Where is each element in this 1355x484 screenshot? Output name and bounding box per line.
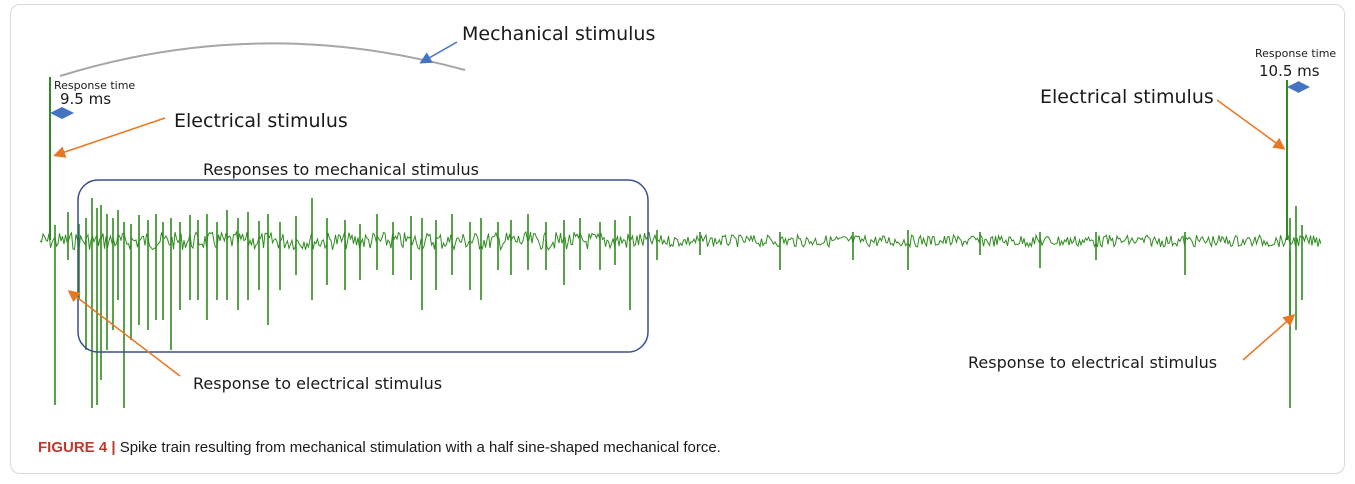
electrical-stimulus-right-label: Electrical stimulus (1040, 86, 1214, 108)
baseline-noise (39, 230, 1322, 252)
responses-box (77, 179, 649, 353)
arrow-electrical-right (1216, 99, 1286, 150)
electrical-stimulus-left-label: Electrical stimulus (174, 110, 348, 132)
response-time-right-label: Response time (1255, 47, 1336, 60)
arrow-mechanical (419, 41, 458, 64)
response-to-electrical-right-label: Response to electrical stimulus (968, 353, 1217, 372)
arrow-response-right (1242, 314, 1296, 361)
response-time-left-value: 9.5 ms (60, 90, 111, 108)
figure-caption: FIGURE 4 | Spike train resulting from me… (38, 439, 721, 456)
figure-panel (10, 4, 1345, 474)
responses-to-mechanical-label: Responses to mechanical stimulus (203, 160, 479, 179)
response-time-right-value: 10.5 ms (1259, 62, 1320, 80)
arrow-response-left (67, 290, 181, 377)
figure-caption-text: Spike train resulting from mechanical st… (115, 439, 721, 456)
spike-trace (39, 198, 1322, 408)
mechanical-stimulus-curve (59, 42, 466, 77)
mechanical-stimulus-label: Mechanical stimulus (462, 23, 655, 45)
response-to-electrical-left-label: Response to electrical stimulus (193, 374, 442, 393)
arrow-electrical-left (53, 117, 166, 158)
figure-label: FIGURE 4 | (38, 439, 116, 456)
response-time-left-label: Response time (54, 79, 135, 92)
